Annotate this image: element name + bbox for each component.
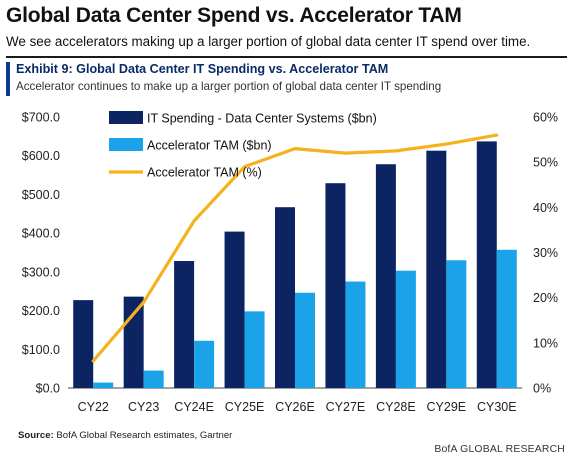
accelerator-tam-bar	[446, 260, 467, 388]
y-left-tick-label: $600.0	[22, 149, 60, 163]
combo-chart: $0.0 $100.0 $200.0 $300.0 $400.0 $500.0 $600.0…	[22, 111, 558, 415]
it-spending-bar	[73, 300, 94, 388]
y-right-tick-label: 60%	[533, 111, 558, 125]
y-right-tick-label: 50%	[533, 156, 558, 170]
x-tick-label: CY29E	[427, 400, 467, 414]
x-tick-label: CY24E	[174, 400, 214, 414]
y-left-tick-label: $700.0	[22, 111, 60, 125]
accelerator-tam-bar	[496, 249, 517, 388]
legend-label: Accelerator TAM (%)	[147, 166, 262, 180]
page-title: Global Data Center Spend vs. Accelerator…	[6, 4, 462, 27]
brand-label: BofA GLOBAL RESEARCH	[434, 444, 565, 455]
accelerator-tam-bar	[93, 382, 114, 388]
legend-label: Accelerator TAM ($bn)	[147, 139, 272, 153]
x-tick-label: CY26E	[275, 400, 315, 414]
y-left-tick-label: $100.0	[22, 343, 60, 357]
y-right-tick-label: 40%	[533, 201, 558, 215]
y-right-tick-label: 10%	[533, 336, 558, 350]
divider	[6, 56, 567, 58]
y-left-tick-label: $400.0	[22, 227, 60, 241]
it-spending-bar	[123, 296, 144, 388]
x-tick-label: CY27E	[326, 400, 366, 414]
it-spending-bar	[375, 164, 396, 388]
y-left-tick-label: $300.0	[22, 265, 60, 279]
accelerator-tam-bar	[194, 340, 215, 388]
it-spending-bar	[224, 231, 245, 388]
it-spending-bar	[476, 141, 497, 388]
exhibit-title: Exhibit 9: Global Data Center IT Spendin…	[16, 62, 389, 76]
y-left-tick-label: $500.0	[22, 188, 60, 202]
source-text: BofA Global Research estimates, Gartner	[56, 430, 233, 441]
it-spending-bar	[174, 261, 195, 388]
source-note: Source: BofA Global Research estimates, …	[18, 430, 232, 441]
it-spending-bar	[426, 150, 447, 388]
y-right-tick-label: 30%	[533, 246, 558, 260]
accelerator-tam-bar	[345, 281, 366, 388]
exhibit-accent-bar	[6, 62, 10, 96]
accelerator-tam-bar	[395, 270, 416, 388]
accelerator-tam-bar	[143, 370, 164, 388]
y-right-tick-label: 0%	[533, 382, 551, 396]
y-right-tick-label: 20%	[533, 291, 558, 305]
y-left-tick-label: $0.0	[36, 382, 60, 396]
it-spending-bar	[325, 183, 346, 388]
it-spending-bar	[275, 207, 295, 388]
source-label: Source:	[18, 430, 54, 441]
accelerator-tam-bar	[295, 292, 315, 388]
accelerator-pct-line	[91, 133, 499, 363]
x-tick-label: CY25E	[225, 400, 265, 414]
x-tick-label: CY22	[78, 400, 109, 414]
exhibit-subtitle: Accelerator continues to make up a large…	[16, 80, 442, 93]
x-tick-label: CY30E	[477, 400, 517, 414]
accelerator-tam-bar	[244, 311, 265, 388]
x-tick-label: CY23	[128, 400, 159, 414]
legend-label: IT Spending - Data Center Systems ($bn)	[147, 112, 377, 126]
page-subtitle: We see accelerators making up a larger p…	[6, 34, 531, 49]
x-tick-label: CY28E	[376, 400, 416, 414]
legend-swatch-it-spending	[109, 111, 143, 124]
legend-swatch-accelerator-tam	[109, 138, 143, 151]
y-left-tick-label: $200.0	[22, 304, 60, 318]
